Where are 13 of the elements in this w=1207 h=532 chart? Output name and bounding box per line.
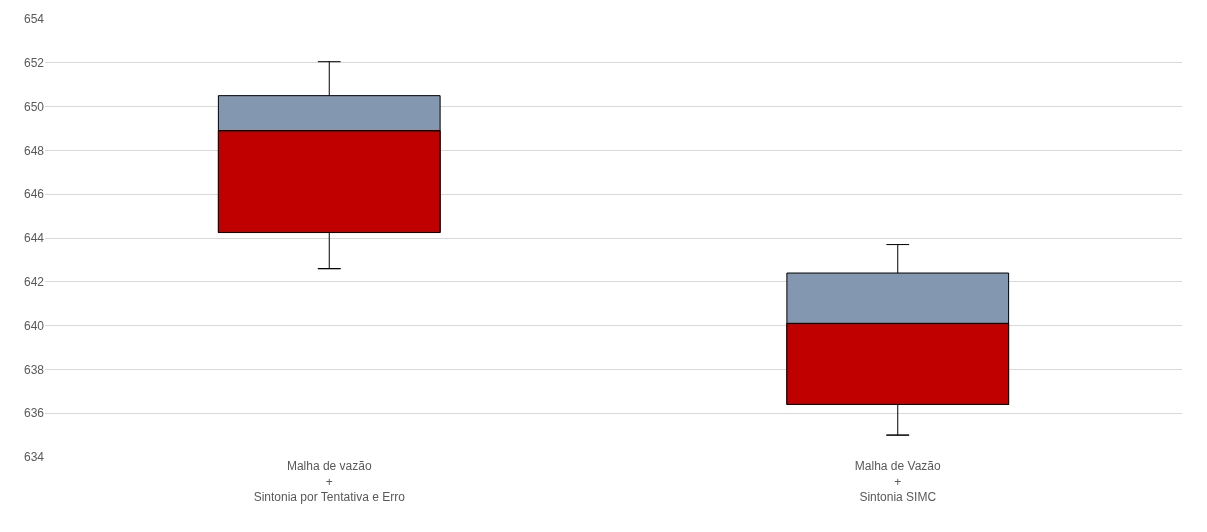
y-tick-label: 634	[23, 450, 45, 465]
x-tick-label: Malha de vazão + Sintonia por Tentativa e Erro	[253, 459, 406, 505]
y-tick-label: 650	[23, 99, 45, 114]
y-tick-label: 636	[23, 406, 45, 421]
x-tick-label: Malha de Vazão + Sintonia SIMC	[854, 459, 941, 505]
y-tick-label: 652	[23, 56, 45, 70]
y-tick-label: 646	[23, 187, 45, 202]
y-tick-label: 648	[23, 143, 45, 158]
y-tick-label: 642	[23, 275, 45, 289]
y-tick-label: 654	[23, 12, 45, 27]
y-tick-label: 638	[23, 362, 45, 377]
y-tick-label: 644	[23, 231, 45, 246]
y-tick-label: 640	[23, 318, 45, 333]
